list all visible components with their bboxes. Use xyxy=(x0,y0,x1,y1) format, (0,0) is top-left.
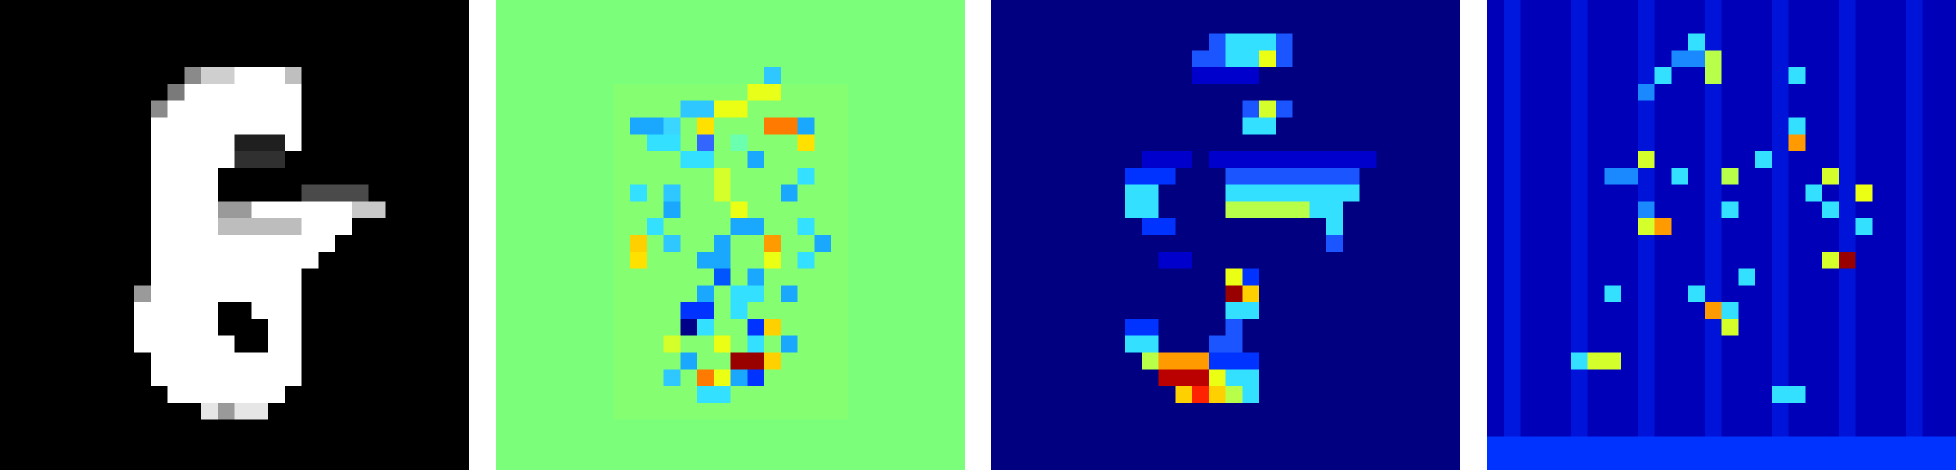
attribution-diverging-heatmap xyxy=(496,0,965,470)
attribution-diverging-pixels xyxy=(496,0,965,470)
attribution-positive-pixels xyxy=(991,0,1460,470)
attribution-noise-pixels xyxy=(1487,0,1956,470)
attribution-positive-heatmap xyxy=(991,0,1460,470)
input-digit-image xyxy=(0,0,469,470)
input-digit-pixels xyxy=(0,0,469,470)
attribution-noise-heatmap xyxy=(1487,0,1956,470)
